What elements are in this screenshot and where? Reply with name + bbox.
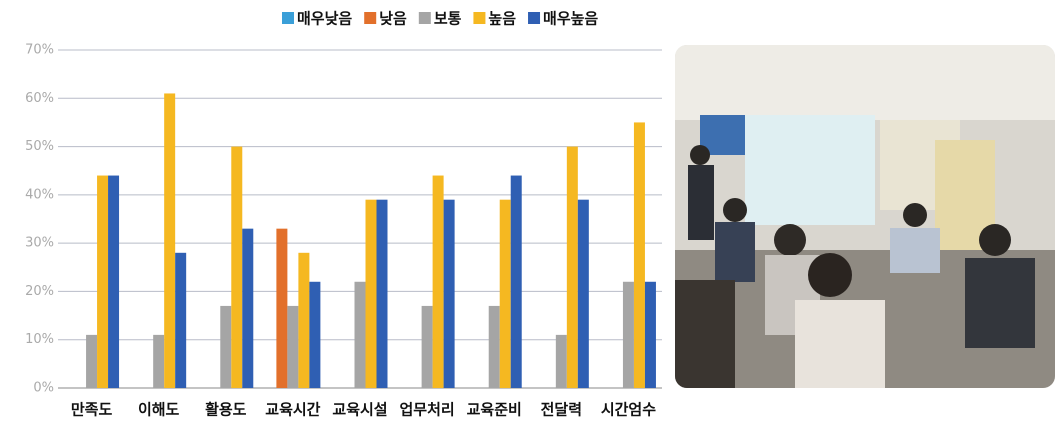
y-tick-label: 0%: [33, 381, 54, 396]
legend-swatch: [282, 12, 294, 24]
legend-label: 매우높음: [543, 10, 598, 28]
page: 0% 10% 20% 30% 40% 50% 60% 70% 매우낮음 낮음 보통 높음 매우높음만족도…: [0, 0, 1055, 423]
x-tick-label: 이해도: [138, 401, 180, 419]
y-tick-label: 10%: [25, 332, 54, 347]
x-tick-label: 교육시설: [332, 401, 387, 419]
y-tick-label: 60%: [25, 91, 54, 106]
bar: [287, 306, 298, 388]
bar: [86, 335, 97, 388]
bar: [231, 147, 242, 388]
bar: [444, 200, 455, 388]
bar: [511, 176, 522, 388]
x-tick-label: 만족도: [71, 401, 113, 419]
bar: [489, 306, 500, 388]
y-tick-label: 20%: [25, 284, 54, 299]
y-tick-label: 50%: [25, 139, 54, 154]
bar: [242, 229, 253, 388]
bar: [377, 200, 388, 388]
bar: [355, 282, 366, 388]
bar: [556, 335, 567, 388]
bar: [578, 200, 589, 388]
bar: [108, 176, 119, 388]
x-tick-label: 활용도: [205, 401, 247, 419]
bar: [164, 93, 175, 388]
bar: [623, 282, 634, 388]
x-tick-label: 업무처리: [400, 401, 455, 419]
legend-label: 높음: [488, 10, 516, 28]
x-tick-label: 전달력: [541, 401, 582, 419]
bar: [175, 253, 186, 388]
bar: [433, 176, 444, 388]
legend-label: 보통: [434, 10, 462, 28]
x-tick-label: 교육시간: [265, 401, 320, 419]
legend-swatch: [473, 12, 485, 24]
legend-label: 매우낮음: [297, 10, 352, 28]
legend-label: 낮음: [379, 10, 407, 28]
x-tick-label: 교육준비: [467, 401, 522, 419]
bar: [634, 122, 645, 388]
bar: [276, 229, 287, 388]
bar: [298, 253, 309, 388]
legend-swatch: [528, 12, 540, 24]
bar: [366, 200, 377, 388]
y-tick-label: 30%: [25, 236, 54, 251]
bar: [567, 147, 578, 388]
photo: [675, 45, 1055, 388]
y-tick-label: 70%: [25, 43, 54, 58]
bar: [645, 282, 656, 388]
legend-swatch: [364, 12, 376, 24]
x-tick-label: 시간엄수: [601, 401, 656, 419]
bar: [153, 335, 164, 388]
y-tick-label: 40%: [25, 187, 54, 202]
bar: [97, 176, 108, 388]
bar: [500, 200, 511, 388]
legend-swatch: [419, 12, 431, 24]
bar: [422, 306, 433, 388]
bar: [309, 282, 320, 388]
bar: [220, 306, 231, 388]
